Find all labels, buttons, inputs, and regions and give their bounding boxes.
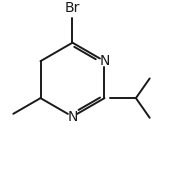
Text: Br: Br [65,1,80,15]
Text: N: N [67,110,78,123]
Text: N: N [99,54,110,68]
